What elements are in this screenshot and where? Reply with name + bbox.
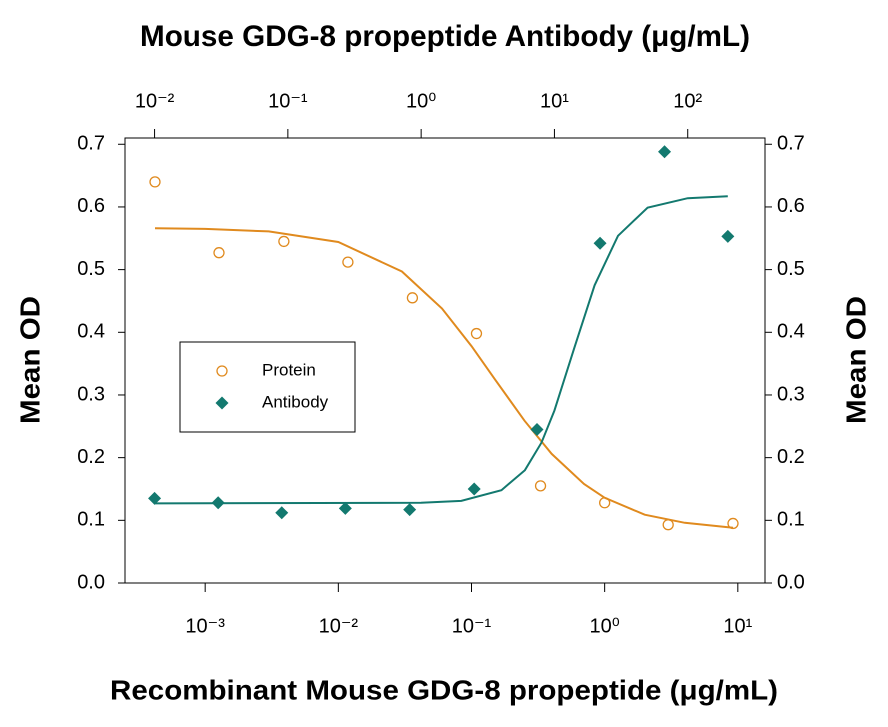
y2-tick-label: 0.0 xyxy=(777,571,805,593)
y-tick-label: 0.6 xyxy=(77,195,105,217)
data-point xyxy=(593,236,607,250)
y-tick-label: 0.7 xyxy=(77,133,105,155)
x2-tick-label: 10¹ xyxy=(540,90,569,112)
legend-label: Antibody xyxy=(262,392,329,411)
data-point xyxy=(342,256,354,268)
data-point xyxy=(467,482,481,496)
legend-marker xyxy=(215,396,229,410)
x2-tick-label: 10⁻² xyxy=(135,90,175,112)
plot-frame xyxy=(124,137,766,584)
data-point xyxy=(727,517,739,530)
data-point xyxy=(148,491,162,505)
y-tick-label: 0.5 xyxy=(77,258,105,280)
data-point xyxy=(599,497,611,509)
data-point xyxy=(534,480,547,492)
y2-axis-label: Mean OD xyxy=(840,296,871,424)
x-tick-label: 10⁻³ xyxy=(185,615,225,637)
chart-title: Mouse GDG-8 propeptide Antibody (μg/mL) xyxy=(140,20,750,53)
y2-tick-label: 0.6 xyxy=(777,195,805,217)
y-tick-label: 0.2 xyxy=(77,446,105,468)
data-point xyxy=(149,176,161,188)
x-tick-label: 10⁻² xyxy=(319,615,359,637)
x2-tick-label: 10⁰ xyxy=(406,90,436,112)
data-point xyxy=(278,235,290,248)
data-point xyxy=(338,501,352,515)
data-point xyxy=(658,145,672,159)
y-axis-label: Mean OD xyxy=(14,296,45,424)
y2-tick-label: 0.4 xyxy=(777,321,805,343)
data-point xyxy=(275,506,289,520)
y-tick-label: 0.0 xyxy=(77,571,105,593)
data-point xyxy=(211,496,225,510)
data-point xyxy=(213,247,225,259)
x-tick-label: 10⁻¹ xyxy=(452,615,492,637)
y2-tick-label: 0.7 xyxy=(777,133,805,155)
y-tick-label: 0.4 xyxy=(77,321,105,343)
y2-tick-label: 0.3 xyxy=(777,383,805,405)
y-tick-label: 0.1 xyxy=(77,509,105,531)
data-point xyxy=(662,519,674,531)
x-tick-label: 10¹ xyxy=(723,615,752,637)
x2-tick-label: 10⁻¹ xyxy=(268,90,308,112)
y2-tick-label: 0.5 xyxy=(777,258,805,280)
y2-tick-label: 0.2 xyxy=(777,446,805,468)
fit-curve xyxy=(154,227,734,529)
y-tick-label: 0.3 xyxy=(77,383,105,405)
fit-curve xyxy=(154,195,728,505)
y2-tick-label: 0.1 xyxy=(777,509,805,531)
data-point xyxy=(721,229,735,243)
x2-tick-label: 10² xyxy=(673,90,702,112)
legend-label: Protein xyxy=(262,360,316,379)
legend-marker xyxy=(216,365,228,377)
data-point xyxy=(403,503,417,517)
data-point xyxy=(406,292,419,304)
legend-box xyxy=(179,341,356,433)
x-tick-label: 10⁰ xyxy=(590,615,620,637)
data-point xyxy=(530,422,544,436)
x-axis-label: Recombinant Mouse GDG-8 propeptide (μg/m… xyxy=(110,674,778,705)
data-point xyxy=(470,327,483,340)
